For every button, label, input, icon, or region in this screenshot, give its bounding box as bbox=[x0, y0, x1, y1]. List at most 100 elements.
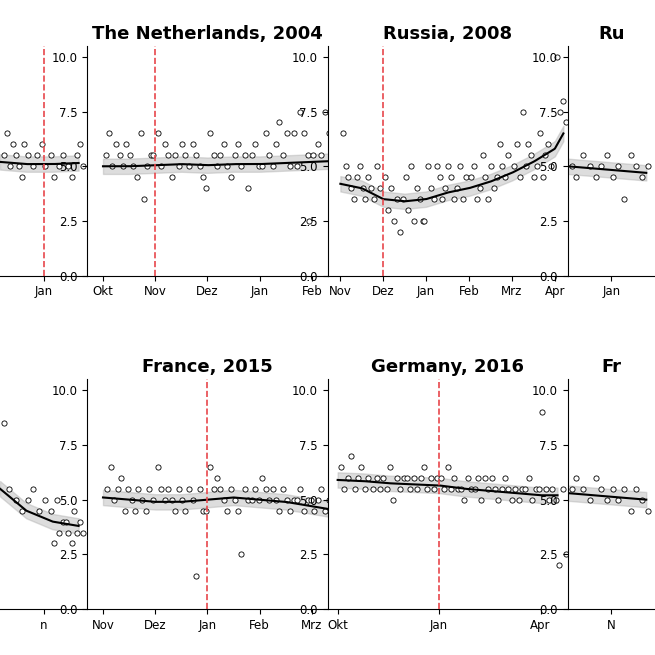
Point bbox=[253, 161, 264, 172]
Point bbox=[423, 161, 434, 172]
Point bbox=[595, 483, 606, 494]
Point bbox=[346, 183, 356, 193]
Point bbox=[201, 183, 212, 193]
Point bbox=[514, 495, 524, 505]
Point bbox=[473, 472, 483, 483]
Point bbox=[386, 183, 396, 193]
Point bbox=[551, 495, 561, 505]
Point bbox=[584, 495, 595, 505]
Point bbox=[380, 172, 390, 183]
Point bbox=[295, 106, 306, 117]
Point bbox=[170, 150, 180, 160]
Point bbox=[109, 495, 120, 505]
Point bbox=[267, 483, 278, 494]
Point bbox=[474, 183, 485, 193]
Point bbox=[125, 150, 136, 160]
Point bbox=[60, 516, 71, 527]
Point bbox=[115, 150, 125, 160]
Point bbox=[174, 483, 184, 494]
Point bbox=[531, 483, 541, 494]
Point bbox=[66, 538, 77, 549]
Point bbox=[271, 495, 282, 505]
Point bbox=[526, 150, 536, 160]
Point bbox=[326, 150, 337, 160]
Point bbox=[49, 538, 60, 549]
Point bbox=[219, 495, 229, 505]
Point bbox=[385, 462, 396, 472]
Point bbox=[520, 483, 531, 494]
Point bbox=[405, 483, 416, 494]
Point bbox=[453, 483, 463, 494]
Point bbox=[146, 150, 157, 160]
Point bbox=[547, 483, 557, 494]
Point bbox=[75, 139, 86, 149]
Point bbox=[457, 194, 468, 204]
Point bbox=[402, 472, 412, 483]
Point bbox=[111, 139, 121, 149]
Point bbox=[320, 506, 330, 516]
Point bbox=[363, 172, 373, 183]
Point bbox=[71, 150, 82, 160]
Point bbox=[375, 183, 385, 193]
Point bbox=[34, 506, 45, 516]
Point bbox=[343, 172, 353, 183]
Point bbox=[567, 161, 577, 172]
Point bbox=[123, 483, 134, 494]
Point bbox=[496, 483, 507, 494]
Point bbox=[292, 161, 303, 172]
Point bbox=[538, 172, 548, 183]
Point bbox=[537, 407, 548, 417]
Point bbox=[442, 462, 453, 472]
Point bbox=[229, 495, 240, 505]
Point bbox=[63, 161, 73, 172]
Point bbox=[282, 128, 292, 139]
Point bbox=[304, 215, 314, 226]
Point bbox=[212, 161, 222, 172]
Title: The Netherlands, 2004: The Netherlands, 2004 bbox=[92, 25, 323, 43]
Point bbox=[133, 483, 143, 494]
Point bbox=[590, 172, 601, 183]
Point bbox=[334, 495, 345, 505]
Title: Ru: Ru bbox=[598, 25, 625, 43]
Point bbox=[426, 183, 436, 193]
Point bbox=[608, 172, 618, 183]
Point bbox=[105, 462, 116, 472]
Point bbox=[626, 150, 636, 160]
Point bbox=[584, 161, 595, 172]
Point bbox=[14, 161, 24, 172]
Point bbox=[500, 172, 511, 183]
Point bbox=[392, 472, 402, 483]
Point bbox=[406, 161, 417, 172]
Point bbox=[174, 161, 184, 172]
Title: Russia, 2008: Russia, 2008 bbox=[383, 25, 512, 43]
Point bbox=[313, 495, 324, 505]
Point bbox=[166, 172, 177, 183]
Point bbox=[360, 483, 370, 494]
Point bbox=[142, 161, 153, 172]
Point bbox=[153, 128, 163, 139]
Point bbox=[19, 139, 29, 149]
Point bbox=[346, 451, 356, 461]
Point bbox=[195, 161, 205, 172]
Point bbox=[363, 472, 373, 483]
Point bbox=[608, 483, 618, 494]
Point bbox=[567, 483, 577, 494]
Point bbox=[324, 128, 334, 139]
Point bbox=[534, 128, 545, 139]
Point bbox=[490, 483, 500, 494]
Point bbox=[449, 194, 459, 204]
Point bbox=[147, 495, 158, 505]
Point bbox=[159, 139, 170, 149]
Point bbox=[236, 161, 246, 172]
Point bbox=[0, 150, 10, 160]
Point bbox=[419, 215, 429, 226]
Point bbox=[299, 128, 309, 139]
Point bbox=[517, 106, 528, 117]
Point bbox=[205, 462, 215, 472]
Point bbox=[157, 161, 167, 172]
Point bbox=[253, 495, 264, 505]
Point bbox=[394, 227, 405, 237]
Point bbox=[187, 139, 198, 149]
Point bbox=[552, 52, 562, 62]
Point bbox=[371, 472, 382, 483]
